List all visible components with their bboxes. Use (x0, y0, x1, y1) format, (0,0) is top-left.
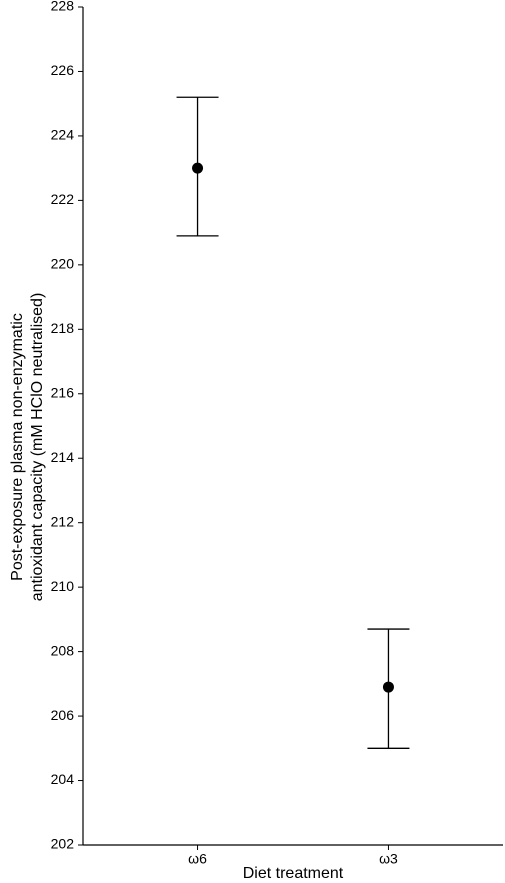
y-tick-label: 222 (51, 191, 75, 207)
y-axis-title: antioxidant capacity (mM HClO neutralise… (29, 293, 46, 602)
y-tick-label: 208 (51, 642, 75, 658)
y-tick-label: 212 (51, 513, 75, 529)
y-tick-label: 224 (51, 127, 75, 143)
y-tick-label: 202 (51, 836, 75, 852)
y-tick-label: 220 (51, 256, 75, 272)
y-tick-label: 204 (51, 771, 75, 787)
point (192, 162, 204, 174)
y-axis-title: Post-exposure plasma non-enzymatic (9, 313, 26, 581)
y-tick-label: 210 (51, 578, 75, 594)
y-tick-label: 228 (51, 0, 75, 14)
y-tick-label: 216 (51, 384, 75, 400)
y-tick-label: 226 (51, 62, 75, 78)
y-tick-label: 214 (51, 449, 75, 465)
x-tick-label: ω3 (379, 851, 398, 867)
x-axis-title: Diet treatment (243, 865, 344, 882)
point (382, 681, 394, 693)
y-tick-label: 206 (51, 707, 75, 723)
x-tick-label: ω6 (188, 851, 207, 867)
y-tick-label: 218 (51, 320, 75, 336)
